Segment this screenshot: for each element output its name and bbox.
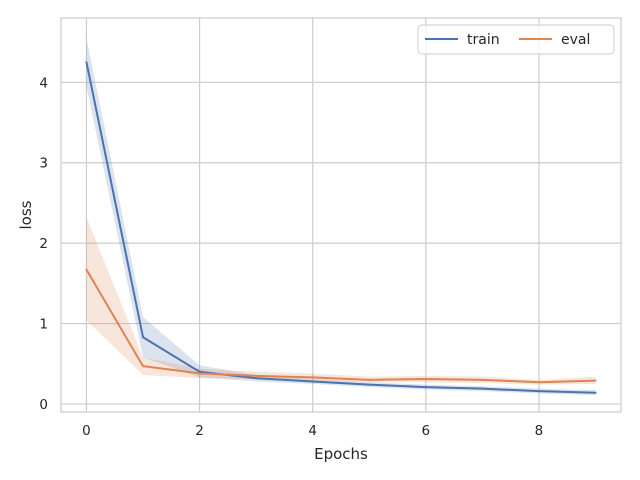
eval-line (85, 268, 597, 384)
x-axis-label: Epochs (314, 445, 368, 463)
y-tick-label: 0 (39, 397, 48, 413)
x-tick-label: 4 (308, 423, 317, 439)
legend: train eval (417, 24, 615, 55)
series-lines (85, 61, 597, 394)
y-tick-labels: 0 1 2 3 4 (39, 75, 48, 413)
x-tick-label: 8 (535, 423, 544, 439)
plot-frame (60, 17, 622, 413)
x-tick-labels: 0 2 4 6 8 (82, 423, 543, 439)
legend-label-train: train (467, 32, 500, 48)
x-tick-label: 6 (422, 423, 431, 439)
eval-confidence-band (86, 217, 596, 385)
legend-box (417, 24, 615, 55)
legend-label-eval: eval (561, 32, 590, 48)
y-tick-label: 1 (39, 317, 48, 333)
confidence-bands (86, 38, 596, 396)
grid (61, 18, 621, 412)
train-line (85, 61, 597, 394)
y-axis-label: loss (17, 200, 35, 229)
train-confidence-band (86, 38, 596, 396)
y-tick-label: 4 (39, 75, 48, 91)
x-tick-label: 0 (82, 423, 91, 439)
y-tick-label: 3 (39, 156, 48, 172)
y-tick-label: 2 (39, 236, 48, 252)
x-tick-label: 2 (195, 423, 204, 439)
